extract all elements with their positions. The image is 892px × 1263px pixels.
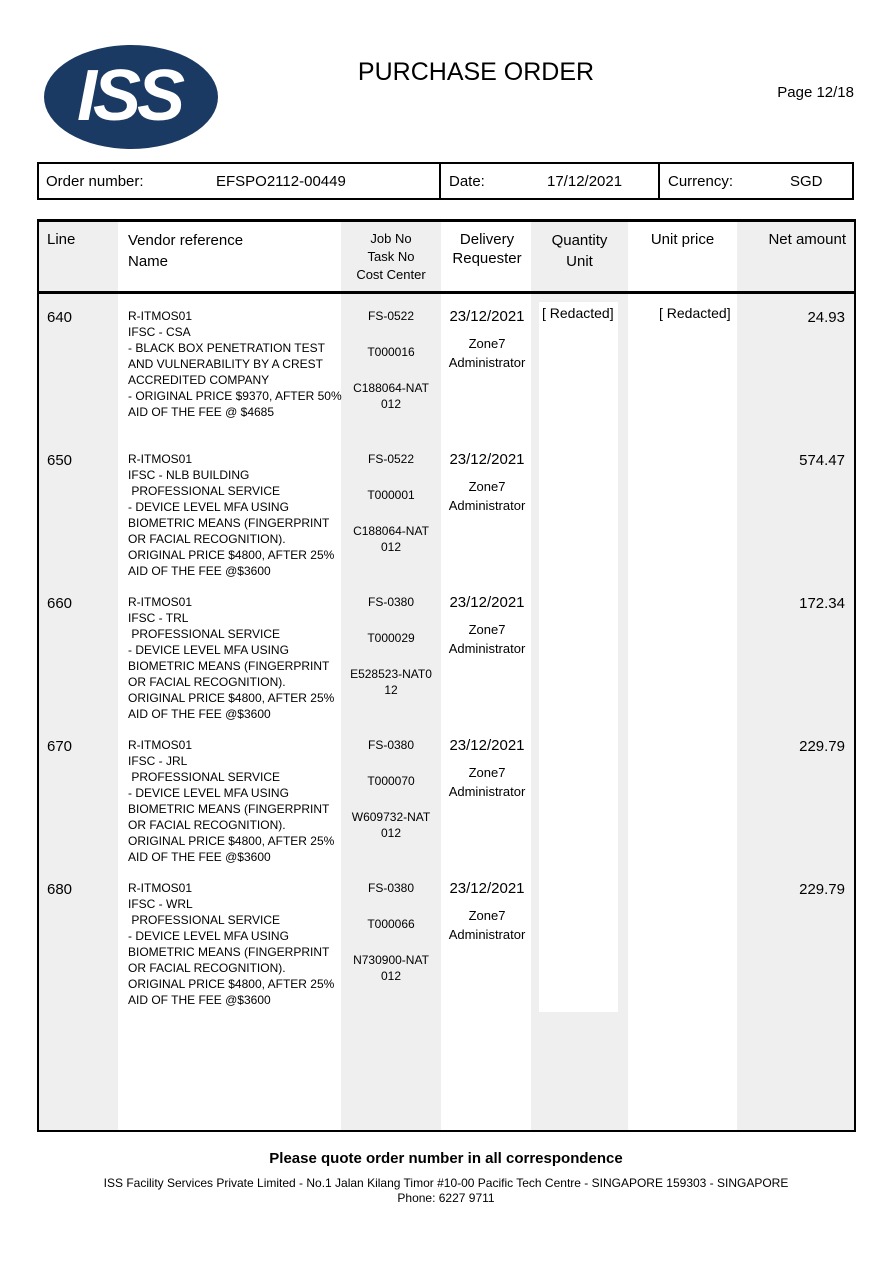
date-label: Date:	[449, 172, 485, 190]
header-delivery: Delivery Requester	[452, 231, 522, 267]
document-title: PURCHASE ORDER	[357, 58, 595, 86]
footer-address: ISS Facility Services Private Limited - …	[0, 1176, 892, 1206]
vendor-description: R-ITMOS01 IFSC - CSA - BLACK BOX PENETRA…	[128, 309, 342, 419]
iss-logo: ISS	[43, 40, 219, 150]
vendor-description: R-ITMOS01 IFSC - NLB BUILDING PROFESSION…	[128, 452, 335, 578]
currency: SGD	[790, 172, 823, 190]
header-line: Line	[47, 231, 76, 248]
job-number: FS-0380	[367, 738, 415, 752]
cost-center: W609732-NAT 012	[351, 810, 431, 840]
delivery-date: 23/12/2021	[449, 308, 525, 325]
header-vendor: Vendor reference Name	[128, 232, 244, 270]
line-items-table: Line Vendor reference Name Job No Task N…	[37, 219, 856, 1132]
net-amount: 229.79	[799, 881, 845, 898]
delivery-date: 23/12/2021	[449, 594, 525, 611]
header-quantity: Quantity Unit	[551, 232, 608, 270]
footer-notice: Please quote order number in all corresp…	[269, 1150, 623, 1167]
delivery-date: 23/12/2021	[449, 880, 525, 897]
cost-center: C188064-NAT 012	[353, 381, 429, 411]
vendor-description: R-ITMOS01 IFSC - WRL PROFESSIONAL SERVIC…	[128, 881, 335, 1007]
delivery-date: 23/12/2021	[449, 737, 525, 754]
net-amount: 574.47	[799, 452, 845, 469]
line-number: 640	[47, 309, 73, 326]
quantity-box	[539, 302, 618, 1012]
company-phone: Phone: 6227 9711	[397, 1191, 495, 1205]
line-number: 680	[47, 881, 73, 898]
line-number: 650	[47, 452, 73, 469]
order-number: EFSPO2112-00449	[216, 172, 346, 190]
order-number-label: Order number:	[46, 172, 144, 190]
task-number: T000066	[367, 917, 415, 931]
job-number: FS-0380	[367, 595, 415, 609]
svg-text:ISS: ISS	[77, 56, 185, 136]
net-amount: 172.34	[799, 595, 845, 612]
currency-label: Currency:	[668, 172, 734, 190]
company-address: ISS Facility Services Private Limited - …	[103, 1176, 789, 1190]
cost-center: C188064-NAT 012	[353, 524, 429, 554]
header-job: Job No Task No Cost Center	[356, 231, 426, 282]
net-amount: 24.93	[807, 309, 845, 326]
header-unit-price: Unit price	[650, 231, 715, 248]
task-number: T000001	[367, 488, 415, 502]
requester: Zone7 Administrator	[448, 479, 526, 513]
task-number: T000070	[367, 774, 415, 788]
page-number: Page 12/18	[777, 84, 854, 101]
job-number: FS-0380	[367, 881, 415, 895]
job-number: FS-0522	[367, 309, 415, 323]
requester: Zone7 Administrator	[448, 336, 526, 370]
vendor-description: R-ITMOS01 IFSC - TRL PROFESSIONAL SERVIC…	[128, 595, 335, 721]
requester: Zone7 Administrator	[448, 622, 526, 656]
net-amount: 229.79	[799, 738, 845, 755]
requester: Zone7 Administrator	[448, 908, 526, 942]
quantity-redacted: [ Redacted]	[542, 305, 614, 321]
line-number: 670	[47, 738, 73, 755]
header-net-amount: Net amount	[768, 231, 846, 248]
task-number: T000029	[367, 631, 415, 645]
requester: Zone7 Administrator	[448, 765, 526, 799]
cost-center: E528523-NAT0 12	[350, 667, 432, 697]
order-date: 17/12/2021	[547, 172, 623, 190]
vendor-description: R-ITMOS01 IFSC - JRL PROFESSIONAL SERVIC…	[128, 738, 335, 864]
job-number: FS-0522	[367, 452, 415, 466]
task-number: T000016	[367, 345, 415, 359]
cost-center: N730900-NAT 012	[353, 953, 429, 983]
line-number: 660	[47, 595, 73, 612]
order-info-box: Order number: EFSPO2112-00449 Date: 17/1…	[37, 162, 854, 200]
unit-price-redacted: [ Redacted]	[659, 305, 731, 321]
delivery-date: 23/12/2021	[449, 451, 525, 468]
